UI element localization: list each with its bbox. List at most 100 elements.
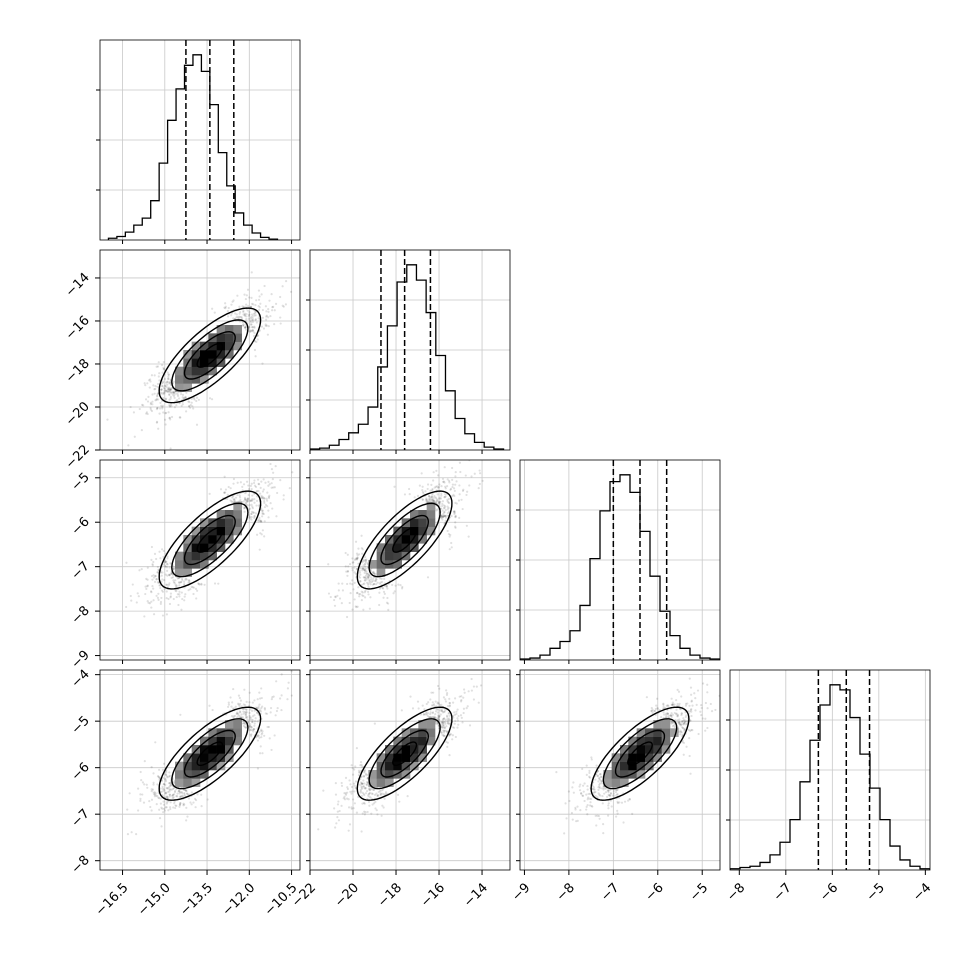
scatter-point (444, 519, 447, 522)
scatter-point (383, 797, 386, 800)
scatter-point (421, 498, 424, 501)
scatter-point (444, 700, 448, 703)
scatter-point (462, 688, 466, 691)
scatter-point (364, 559, 367, 562)
scatter-point (604, 791, 608, 794)
scatter-point (169, 418, 172, 421)
scatter-point (662, 702, 665, 705)
scatter-point (267, 496, 271, 500)
density-block (401, 535, 411, 544)
scatter-point (255, 711, 259, 715)
scatter-point (461, 507, 464, 511)
scatter-point (145, 577, 148, 580)
scatter-point (684, 719, 687, 722)
scatter-point (275, 709, 279, 713)
scatter-point (182, 804, 185, 807)
scatter-point (628, 798, 632, 801)
density-block (393, 761, 402, 771)
scatter-point (444, 718, 447, 722)
scatter-point (689, 719, 692, 722)
scatter-point (169, 397, 172, 400)
scatter-point (183, 794, 186, 797)
scatter-point (252, 728, 255, 731)
scatter-point (454, 719, 457, 722)
scatter-point (125, 605, 128, 609)
scatter-point (656, 707, 659, 710)
scatter-point (455, 480, 458, 483)
scatter-point (167, 373, 170, 376)
scatter-point (598, 776, 601, 779)
scatter-point (440, 504, 444, 508)
scatter-point (254, 312, 257, 315)
scatter-point (172, 597, 175, 601)
scatter-point (167, 386, 170, 389)
scatter-point (274, 465, 277, 468)
scatter-point (168, 795, 171, 798)
scatter-point (260, 520, 263, 523)
scatter-point (254, 355, 257, 358)
scatter-point (684, 711, 687, 714)
scatter-point (184, 577, 187, 580)
scatter-point (354, 572, 357, 575)
scatter-point (678, 702, 681, 705)
scatter-point (233, 499, 236, 502)
contour-line (392, 741, 418, 766)
scatter-point (246, 499, 249, 502)
scatter-point (450, 546, 453, 549)
scatter-point (258, 548, 261, 551)
scatter-point (671, 721, 674, 724)
scatter-point (684, 720, 687, 723)
scatter-point (149, 805, 152, 809)
scatter-point (155, 803, 158, 806)
scatter-point (441, 711, 445, 714)
scatter-point (217, 582, 220, 585)
scatter-point (148, 386, 151, 389)
scatter-point (243, 711, 246, 714)
scatter-point (675, 712, 678, 715)
scatter-point (153, 392, 156, 395)
scatter-point (146, 786, 149, 789)
scatter-point (372, 577, 375, 580)
scatter-point (678, 730, 681, 734)
scatter-point (170, 391, 173, 395)
scatter-point (160, 806, 163, 809)
scatter-point (146, 412, 149, 416)
scatter-point (437, 501, 440, 504)
scatter-point (345, 570, 348, 573)
scatter-point (583, 782, 586, 785)
scatter-point (143, 783, 146, 786)
scatter-point (351, 561, 354, 564)
scatter-point (269, 314, 272, 318)
scatter-point (351, 773, 355, 776)
density-block (191, 745, 201, 754)
scatter-point (244, 315, 248, 318)
scatter-point (327, 563, 330, 566)
scatter-point (687, 728, 690, 732)
scatter-point (261, 490, 265, 493)
density-block (645, 745, 654, 754)
scatter-point (249, 329, 252, 332)
panel-frame (99, 39, 301, 241)
scatter-point (623, 800, 627, 803)
scatter-point (446, 719, 450, 722)
scatter-point (154, 574, 157, 578)
scatter-point (172, 395, 176, 398)
scatter-point (651, 708, 654, 711)
scatter-point (585, 805, 588, 808)
scatter-point (152, 781, 155, 784)
scatter-point (448, 718, 451, 722)
scatter-point (585, 793, 588, 796)
scatter-point (357, 575, 360, 578)
scatter-point (243, 326, 246, 329)
scatter-point (406, 795, 409, 798)
scatter-point (433, 715, 436, 718)
scatter-point (346, 570, 350, 573)
scatter-point (161, 787, 164, 790)
scatter-point (263, 497, 266, 500)
scatter-point (145, 412, 148, 415)
scatter-point (580, 792, 583, 795)
scatter-point (235, 316, 238, 319)
scatter-point (156, 365, 160, 368)
scatter-point (233, 497, 236, 501)
density-block (175, 383, 184, 392)
